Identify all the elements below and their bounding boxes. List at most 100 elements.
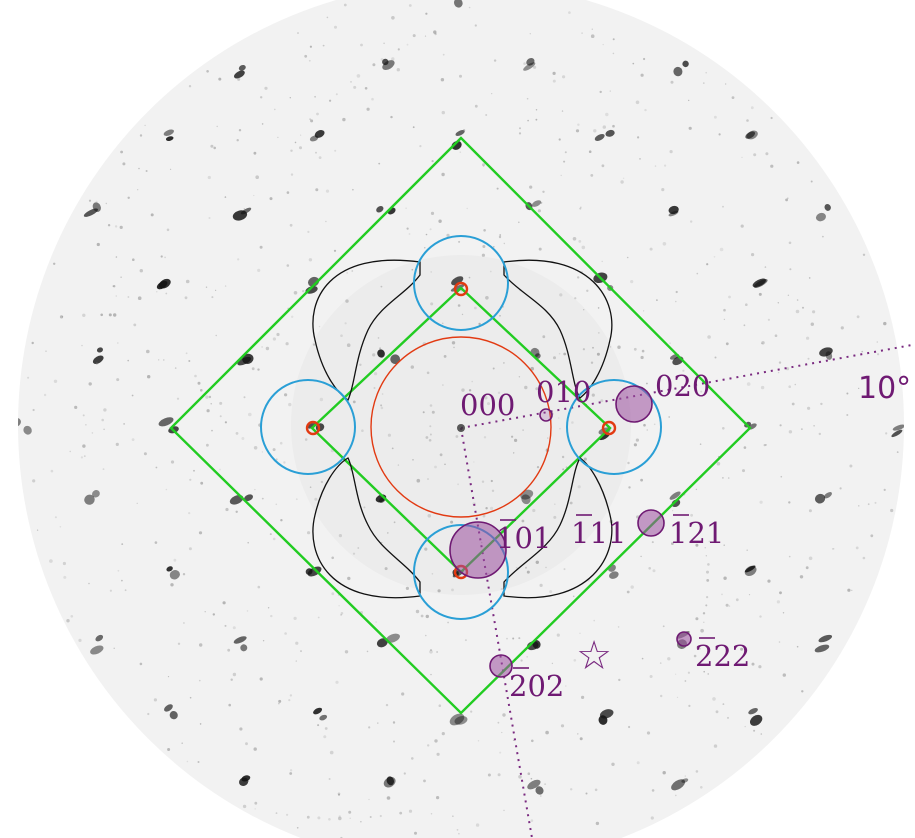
noise-speckle: [477, 740, 480, 742]
noise-speckle: [727, 477, 730, 479]
noise-speckle: [612, 38, 615, 41]
noise-speckle: [676, 696, 679, 698]
noise-speckle: [182, 622, 185, 624]
noise-speckle: [561, 455, 565, 459]
noise-speckle: [108, 313, 112, 317]
noise-speckle: [237, 258, 240, 261]
noise-speckle: [661, 188, 665, 192]
diffraction-spot: [385, 633, 400, 643]
blue-circle-top: [413, 235, 509, 331]
noise-speckle: [820, 402, 823, 406]
noise-speckle: [133, 323, 137, 327]
noise-speckle: [121, 579, 123, 582]
noise-speckle: [37, 529, 39, 531]
noise-speckle: [662, 625, 665, 628]
noise-speckle: [53, 379, 58, 383]
noise-speckle: [577, 485, 581, 489]
noise-speckle: [760, 385, 765, 390]
noise-speckle: [297, 32, 299, 34]
noise-speckle: [796, 299, 799, 301]
noise-speckle: [862, 556, 866, 560]
noise-speckle: [428, 439, 432, 442]
noise-speckle: [770, 116, 773, 120]
noise-speckle: [788, 430, 793, 434]
noise-speckle: [451, 588, 454, 592]
noise-speckle: [586, 289, 589, 292]
diffraction-spot: [95, 634, 104, 642]
diffraction-spot: [814, 493, 826, 504]
noise-speckle: [746, 549, 748, 551]
noise-speckle: [612, 124, 615, 128]
noise-speckle: [338, 816, 342, 821]
noise-speckle: [468, 276, 471, 279]
noise-speckle: [725, 603, 729, 607]
noise-speckle: [225, 507, 229, 512]
noise-speckle: [715, 710, 719, 714]
noise-speckle: [88, 582, 90, 585]
noise-speckle: [883, 488, 886, 491]
noise-speckle: [440, 78, 445, 82]
noise-speckle: [247, 541, 249, 544]
noise-speckle: [742, 469, 745, 473]
noise-speckle: [387, 532, 389, 534]
noise-speckle: [506, 637, 508, 640]
noise-speckle: [107, 224, 111, 227]
diffraction-spot: [386, 776, 395, 786]
noise-speckle: [212, 613, 215, 616]
noise-speckle: [188, 547, 192, 551]
noise-speckle: [535, 387, 539, 391]
noise-speckle: [690, 513, 693, 517]
noise-speckle: [82, 444, 86, 448]
noise-speckle: [391, 447, 394, 450]
diffraction-spot: [239, 777, 249, 786]
noise-speckle: [215, 289, 217, 291]
noise-speckle: [570, 788, 573, 791]
noise-speckle: [487, 773, 491, 777]
noise-speckle: [318, 325, 321, 328]
noise-speckle: [704, 547, 706, 549]
noise-speckle: [493, 246, 495, 248]
noise-speckle: [385, 703, 389, 707]
noise-speckle: [431, 573, 434, 575]
noise-speckle: [359, 363, 362, 366]
noise-speckle: [846, 392, 849, 395]
noise-speckle: [569, 501, 573, 505]
noise-speckle: [210, 403, 212, 405]
noise-speckle: [235, 510, 238, 513]
noise-speckle: [115, 256, 118, 258]
noise-speckle: [437, 589, 441, 593]
noise-speckle: [750, 106, 754, 110]
noise-speckle: [127, 196, 130, 199]
noise-speckle: [147, 712, 150, 716]
noise-speckle: [521, 519, 525, 523]
noise-speckle: [529, 33, 531, 35]
noise-speckle: [406, 43, 409, 46]
noise-speckle: [371, 97, 374, 101]
noise-speckle: [338, 534, 342, 538]
noise-speckle: [787, 197, 789, 199]
noise-speckle: [466, 207, 468, 210]
marker-101: [449, 521, 507, 579]
noise-speckle: [796, 645, 799, 648]
noise-speckle: [204, 611, 206, 613]
diffraction-spot: [818, 634, 833, 643]
noise-speckle: [703, 670, 705, 673]
diffraction-spot: [825, 351, 833, 360]
noise-speckle: [95, 362, 98, 365]
noise-speckle: [583, 457, 587, 461]
noise-speckle: [176, 397, 180, 400]
noise-speckle: [275, 503, 278, 506]
noise-speckle: [425, 12, 428, 15]
noise-speckle: [547, 437, 549, 439]
noise-speckle: [770, 164, 774, 168]
noise-speckle: [518, 221, 520, 224]
noise-speckle: [721, 593, 723, 596]
noise-speckle: [248, 412, 252, 417]
noise-speckle: [143, 452, 147, 456]
noise-speckle: [538, 247, 542, 251]
noise-speckle: [580, 206, 582, 208]
noise-speckle: [165, 488, 168, 491]
diffraction-spot: [744, 565, 757, 577]
noise-speckle: [796, 161, 800, 164]
noise-speckle: [340, 614, 342, 616]
